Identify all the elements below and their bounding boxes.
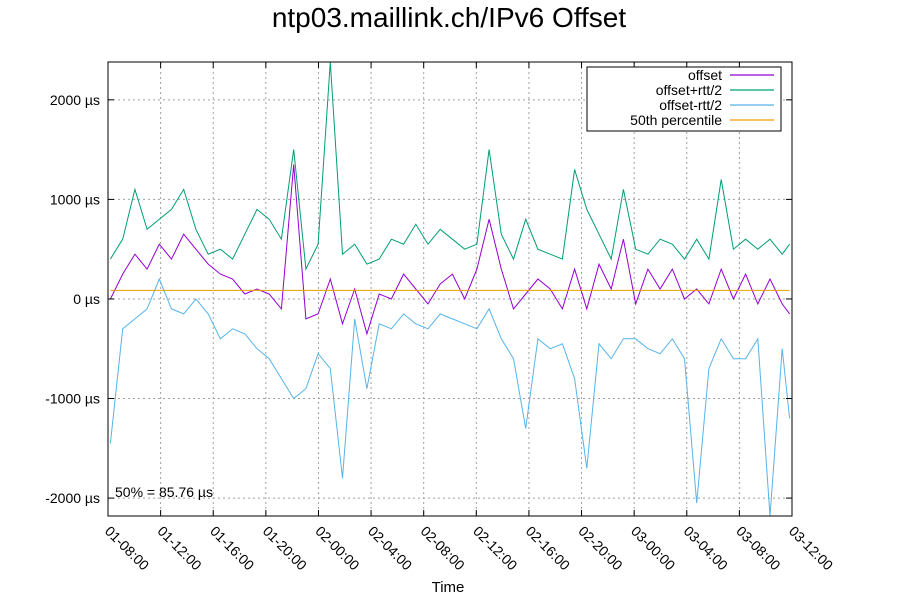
series-group bbox=[109, 61, 791, 517]
y-axis: 2000 µs 1000 µs 0 µs -1000 µs -2000 µs bbox=[45, 92, 792, 506]
series-line-offset-rtt-2 bbox=[109, 277, 791, 517]
percentile-annotation: 50% = 85.76 µs bbox=[115, 484, 213, 500]
x-axis-label: Time bbox=[432, 579, 465, 596]
y-tick-label: -2000 µs bbox=[45, 490, 100, 506]
legend-label: offset-rtt/2 bbox=[659, 97, 722, 113]
chart-title: ntp03.maillink.ch/IPv6 Offset bbox=[272, 2, 627, 33]
series-line-offset bbox=[109, 164, 791, 336]
legend-label: offset bbox=[688, 67, 722, 83]
y-tick-label: -1000 µs bbox=[45, 391, 100, 407]
y-tick-label: 2000 µs bbox=[50, 92, 100, 108]
grid bbox=[107, 62, 793, 516]
y-tick-label: 1000 µs bbox=[50, 191, 100, 207]
series-line-offset-rtt-2 bbox=[109, 61, 791, 271]
legend-label: offset+rtt/2 bbox=[656, 82, 722, 98]
legend-label: 50th percentile bbox=[630, 112, 722, 128]
y-tick-label: 0 µs bbox=[73, 291, 100, 307]
plot-frame bbox=[107, 61, 793, 517]
